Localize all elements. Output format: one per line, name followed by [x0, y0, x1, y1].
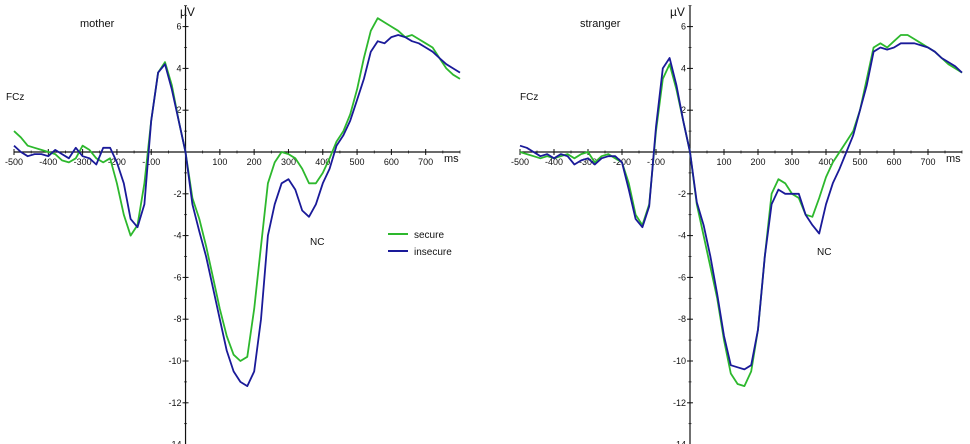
x-tick-label: 200	[750, 157, 765, 167]
component-annotation: NC	[817, 247, 831, 258]
panel-title: mother	[80, 18, 115, 30]
mother-panel: mother FCz µV ms NC -500 -400 -300 -200 -100…	[5, 5, 461, 444]
x-tick-label: -300	[579, 157, 597, 167]
stranger-panel: stranger FCz µV ms NC -500 -400 -300 -200 -1…	[511, 5, 963, 444]
x-tick-label: -400	[545, 157, 563, 167]
y-tick-label: 2	[681, 105, 686, 115]
series-line-insecure	[13, 34, 461, 387]
tick-labels: -500 -400 -300 -200 -100 100 200 300 400 500 600 70…	[5, 22, 433, 444]
y-tick-label: -10	[673, 356, 686, 366]
y-tick-label: -14	[169, 440, 182, 444]
x-tick-label: 100	[716, 157, 731, 167]
x-tick-label: -300	[74, 157, 92, 167]
x-tick-label: 500	[852, 157, 867, 167]
y-tick-label: -4	[174, 231, 182, 241]
x-tick-label: -100	[647, 157, 665, 167]
x-axis-unit: ms	[946, 153, 961, 165]
legend-label-secure: secure	[414, 230, 444, 241]
y-tick-label: -8	[174, 314, 182, 324]
x-tick-label: 400	[315, 157, 330, 167]
y-tick-label: 4	[177, 63, 182, 73]
component-annotation: NC	[310, 237, 324, 248]
x-tick-label: 600	[384, 157, 399, 167]
y-tick-label: -10	[169, 356, 182, 366]
x-axis-unit: ms	[444, 153, 459, 165]
x-tick-label: -100	[142, 157, 160, 167]
x-tick-label: 100	[212, 157, 227, 167]
x-tick-label: 300	[784, 157, 799, 167]
series-line-insecure	[519, 42, 963, 371]
x-tick-label: 300	[281, 157, 296, 167]
x-tick-label: 700	[418, 157, 433, 167]
x-tick-label: -500	[5, 157, 23, 167]
y-tick-label: -6	[174, 272, 182, 282]
y-tick-label: -12	[169, 398, 182, 408]
x-tick-label: 500	[350, 157, 365, 167]
series-lines	[519, 34, 963, 387]
tick-labels: -500 -400 -300 -200 -100 100 200 300 400 500 600 70…	[511, 22, 936, 444]
panel-title: stranger	[580, 18, 621, 30]
y-axis-unit: µV	[180, 5, 195, 19]
y-tick-label: -12	[673, 398, 686, 408]
x-tick-label: 600	[886, 157, 901, 167]
x-tick-label: 200	[247, 157, 262, 167]
legend-label-insecure: insecure	[414, 247, 452, 258]
y-tick-label: -2	[174, 189, 182, 199]
axes	[519, 5, 963, 444]
axes	[13, 5, 461, 444]
series-lines	[13, 17, 461, 387]
y-tick-label: -8	[678, 314, 686, 324]
x-tick-label: 400	[818, 157, 833, 167]
channel-label: FCz	[520, 92, 538, 103]
y-tick-label: -14	[673, 440, 686, 444]
y-tick-label: 6	[681, 22, 686, 32]
y-tick-label: -2	[678, 189, 686, 199]
x-tick-label: 700	[920, 157, 935, 167]
y-tick-label: 4	[681, 63, 686, 73]
series-line-secure	[519, 34, 963, 387]
x-tick-label: -400	[39, 157, 57, 167]
x-tick-label: -500	[511, 157, 529, 167]
legend: secure insecure	[388, 230, 452, 258]
channel-label: FCz	[6, 92, 24, 103]
y-axis-unit: µV	[670, 5, 685, 19]
y-tick-label: 2	[177, 105, 182, 115]
y-tick-label: -4	[678, 231, 686, 241]
y-tick-label: -6	[678, 272, 686, 282]
series-line-secure	[13, 17, 461, 362]
y-tick-label: 6	[177, 22, 182, 32]
